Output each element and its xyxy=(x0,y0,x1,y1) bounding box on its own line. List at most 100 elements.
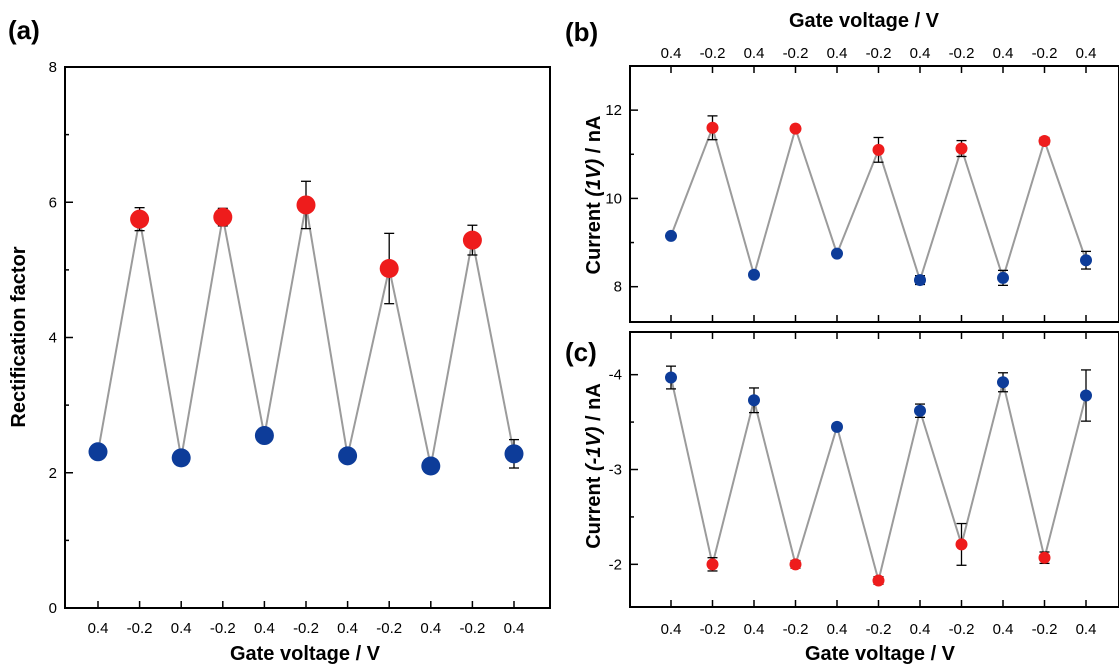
panel-b-ytick-label: 12 xyxy=(605,102,622,119)
panel-b-plot-area: 8 10 12 0.4 -0.2 0.4 -0.2 0.4 -0.2 0.4 -0.2 0.4 -0.2… xyxy=(605,45,1119,323)
panel-b-data-point xyxy=(914,274,926,287)
panel-b-xtick-label: 0.4 xyxy=(661,45,682,62)
panel-b-xtick-label: 0.4 xyxy=(910,45,931,62)
panel-a-data-point xyxy=(254,426,274,446)
panel-c-xtick-label: -0.2 xyxy=(1032,621,1058,638)
panel-a-xtick-label: 0.4 xyxy=(171,620,192,637)
panel-b-data-point xyxy=(955,142,968,155)
panel-c-ylabel: Current (-1V) / nA xyxy=(583,383,605,549)
panel-a-chart: (a) 0 2 4 6 8 0.4 -0.2 0.4 -0.2 0.4 -0.2 0.4 -0.2 0.4… xyxy=(8,15,551,665)
panel-b-data-point xyxy=(748,268,760,281)
panel-a-ylabel: Rectification factor xyxy=(8,246,30,427)
panel-a-xtick-label: -0.2 xyxy=(210,620,236,637)
panel-b-ytick-label: 8 xyxy=(614,279,622,296)
panel-a-xtick-label: 0.4 xyxy=(337,620,358,637)
panel-b-ylabel-part1: Current xyxy=(583,197,605,275)
panel-c-chart: (c) -4 -3 -2 0.4 -0.2 0.4 -0.2 0.4 -0.2 0.4 -0.2 0.… xyxy=(565,331,1119,665)
panel-b-xtick-label: 0.4 xyxy=(744,45,765,62)
panel-a-ytick-label: 2 xyxy=(49,465,57,482)
panel-c-data-point xyxy=(955,538,968,551)
panel-b-xtick-label: -0.2 xyxy=(1032,45,1058,62)
panel-c-data-point xyxy=(706,558,719,571)
panel-b-xtick-label: 0.4 xyxy=(827,45,848,62)
panel-a-data-point xyxy=(462,230,482,250)
panel-c-xtick-label: -0.2 xyxy=(866,621,892,638)
panel-a-frame xyxy=(64,66,551,609)
panel-a-ytick-label: 6 xyxy=(49,194,57,211)
panel-b-ylabel-part2: (1V) xyxy=(583,159,605,197)
panel-c-xtick-label: 0.4 xyxy=(827,621,848,638)
panel-a-data-point xyxy=(171,448,191,468)
panel-a-xlabel: Gate voltage / V xyxy=(230,643,381,665)
panel-c-series-line xyxy=(670,377,1087,581)
panel-b-xlabel: Gate voltage / V xyxy=(789,10,940,32)
panel-a-xtick-label: -0.2 xyxy=(127,620,153,637)
panel-c-ylabel-part3: / nA xyxy=(583,383,605,426)
panel-a-data-point xyxy=(130,209,150,229)
panel-c-xtick-label: 0.4 xyxy=(744,621,765,638)
panel-b-xtick-label: -0.2 xyxy=(949,45,975,62)
panel-a-xtick-label: 0.4 xyxy=(420,620,441,637)
panel-b-data-point xyxy=(1038,135,1051,148)
panel-c-ylabel-part1: Current xyxy=(583,471,605,549)
panel-b-xtick-label: -0.2 xyxy=(783,45,809,62)
panel-c-ylabel-part2: (-1V) xyxy=(583,426,605,471)
panel-b-frame xyxy=(629,65,1119,323)
panel-a-xtick-label: 0.4 xyxy=(254,620,275,637)
panel-a-data-point xyxy=(421,456,441,476)
panel-a-xtick-label: -0.2 xyxy=(459,620,485,637)
panel-b-ylabel: Current (1V) / nA xyxy=(583,116,605,275)
panel-b-chart: (b) Gate voltage / V 8 10 12 0.4 -0.2 0.4 -0.2… xyxy=(565,10,1119,323)
panel-c-data-point xyxy=(1080,389,1092,402)
panel-b-data-point xyxy=(872,143,885,156)
panel-c-xtick-label: 0.4 xyxy=(993,621,1014,638)
panel-b-ytick-label: 10 xyxy=(605,190,622,207)
panel-c-plot-area: -4 -3 -2 0.4 -0.2 0.4 -0.2 0.4 -0.2 0.4 -0.2 0.4 -0.… xyxy=(609,331,1119,638)
panel-c-data-point xyxy=(1038,551,1051,564)
panel-a-ytick-label: 0 xyxy=(49,600,57,617)
panel-c-data-point xyxy=(665,371,677,384)
panel-a-series-line xyxy=(97,204,515,467)
panel-b-data-point xyxy=(665,229,677,242)
panel-a-data-point xyxy=(296,195,316,215)
panel-b-data-point xyxy=(706,121,719,134)
panel-c-data-point xyxy=(831,420,843,433)
panel-c-data-point xyxy=(914,404,926,417)
panel-b-xtick-label: -0.2 xyxy=(700,45,726,62)
panel-c-ytick-label: -2 xyxy=(609,556,622,573)
panel-c-data-point xyxy=(997,376,1009,389)
panel-c-data-point xyxy=(748,394,760,407)
panel-c-xtick-label: -0.2 xyxy=(700,621,726,638)
panel-a-data-point xyxy=(338,446,358,466)
panel-a-label: (a) xyxy=(8,15,40,45)
panel-c-ytick-label: -3 xyxy=(609,462,622,479)
panel-a-data-point xyxy=(213,207,233,227)
panel-c-ytick-label: -4 xyxy=(609,367,622,384)
panel-b-label: (b) xyxy=(565,17,598,47)
panel-c-xtick-label: 0.4 xyxy=(910,621,931,638)
panel-c-xtick-label: 0.4 xyxy=(1076,621,1097,638)
panel-a-ytick-label: 8 xyxy=(49,59,57,76)
panel-b-data-point xyxy=(831,247,843,260)
panel-b-xtick-label: -0.2 xyxy=(866,45,892,62)
panel-c-xtick-label: -0.2 xyxy=(783,621,809,638)
panel-a-ytick-label: 4 xyxy=(49,330,57,347)
panel-a-data-point xyxy=(379,259,399,279)
panel-c-data-point xyxy=(872,574,885,587)
panel-c-xtick-label: 0.4 xyxy=(661,621,682,638)
panel-a-data-point xyxy=(504,444,524,464)
panel-a-xtick-label: 0.4 xyxy=(504,620,525,637)
panel-a-xtick-label: -0.2 xyxy=(293,620,319,637)
panel-b-data-point xyxy=(789,122,802,135)
panel-a-xtick-label: -0.2 xyxy=(376,620,402,637)
panel-c-data-point xyxy=(789,558,802,571)
panel-c-xtick-label: -0.2 xyxy=(949,621,975,638)
panel-b-xtick-label: 0.4 xyxy=(993,45,1014,62)
panel-b-ylabel-part3: / nA xyxy=(583,116,605,159)
panel-a-plot-area: 0 2 4 6 8 0.4 -0.2 0.4 -0.2 0.4 -0.2 0.4 -0.2 0.4 -0.2… xyxy=(49,59,551,637)
panel-b-data-point xyxy=(1080,254,1092,267)
panel-a-xtick-label: 0.4 xyxy=(88,620,109,637)
panel-a-data-point xyxy=(88,442,108,462)
panel-c-xlabel: Gate voltage / V xyxy=(805,643,956,665)
